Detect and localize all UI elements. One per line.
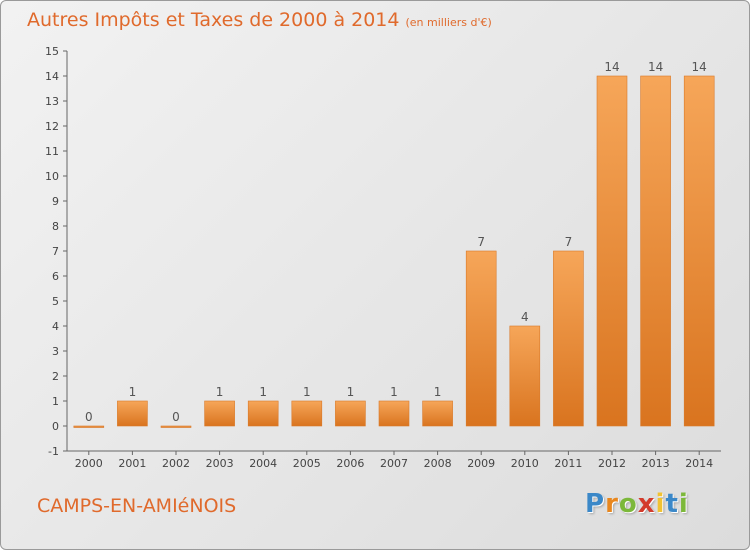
chart-title: Autres Impôts et Taxes de 2000 à 2014 (en… — [27, 9, 492, 31]
data-label: 1 — [303, 385, 311, 399]
y-tick-label: 6 — [52, 270, 59, 283]
y-tick-label: -1 — [48, 445, 59, 458]
data-label: 1 — [347, 385, 355, 399]
data-label: 1 — [390, 385, 398, 399]
data-label: 0 — [85, 410, 93, 424]
y-tick-label: 7 — [52, 245, 59, 258]
bar — [465, 250, 497, 427]
data-label: 1 — [434, 385, 442, 399]
x-tick-label: 2002 — [162, 457, 190, 470]
bar — [291, 400, 323, 427]
bar — [160, 425, 192, 428]
y-tick-label: 10 — [45, 170, 59, 183]
y-tick-label: 12 — [45, 120, 59, 133]
y-tick-label: 9 — [52, 195, 59, 208]
y-tick-label: 5 — [52, 295, 59, 308]
bar — [683, 75, 715, 427]
data-label: 1 — [259, 385, 267, 399]
x-tick-label: 2012 — [598, 457, 626, 470]
data-label: 1 — [129, 385, 137, 399]
chart-title-text: Autres Impôts et Taxes de 2000 à 2014 — [27, 9, 400, 31]
x-tick-label: 2010 — [511, 457, 539, 470]
data-label: 7 — [477, 235, 485, 249]
x-tick-label: 2000 — [75, 457, 103, 470]
y-tick-label: 2 — [52, 370, 59, 383]
data-label: 4 — [521, 310, 529, 324]
x-tick-label: 2006 — [336, 457, 364, 470]
data-label: 14 — [648, 60, 663, 74]
bar — [247, 400, 279, 427]
y-tick-label: 3 — [52, 345, 59, 358]
data-label: 7 — [565, 235, 573, 249]
y-tick-label: 15 — [45, 45, 59, 58]
bar — [640, 75, 671, 427]
chart-unit-label: (en milliers d'€) — [405, 16, 492, 29]
y-tick-label: 13 — [45, 95, 59, 108]
y-tick-label: 1 — [52, 395, 59, 408]
y-tick-label: 4 — [52, 320, 59, 333]
x-tick-label: 2008 — [424, 457, 452, 470]
y-tick-label: 11 — [45, 145, 59, 158]
data-label: 0 — [172, 410, 180, 424]
x-tick-label: 2003 — [206, 457, 234, 470]
x-tick-label: 2009 — [467, 457, 495, 470]
bar — [596, 75, 628, 427]
bar — [73, 425, 105, 428]
bar — [117, 400, 148, 427]
commune-name: CAMPS-EN-AMIéNOIS — [37, 495, 237, 517]
x-tick-label: 2005 — [293, 457, 321, 470]
bar — [204, 400, 235, 427]
x-tick-label: 2013 — [642, 457, 670, 470]
data-label: 1 — [216, 385, 224, 399]
bar — [378, 400, 410, 427]
y-tick-label: 8 — [52, 220, 59, 233]
x-tick-label: 2014 — [685, 457, 713, 470]
x-tick-label: 2001 — [118, 457, 146, 470]
y-tick-label: 14 — [45, 70, 59, 83]
data-label: 14 — [604, 60, 619, 74]
x-tick-label: 2004 — [249, 457, 277, 470]
bar — [553, 250, 584, 427]
x-tick-label: 2007 — [380, 457, 408, 470]
data-label: 14 — [692, 60, 707, 74]
bar — [335, 400, 366, 427]
y-tick-label: 0 — [52, 420, 59, 433]
proxiti-logo: Proxiti — [585, 489, 689, 519]
bar — [509, 325, 541, 427]
x-tick-label: 2011 — [554, 457, 582, 470]
bar — [422, 400, 453, 427]
